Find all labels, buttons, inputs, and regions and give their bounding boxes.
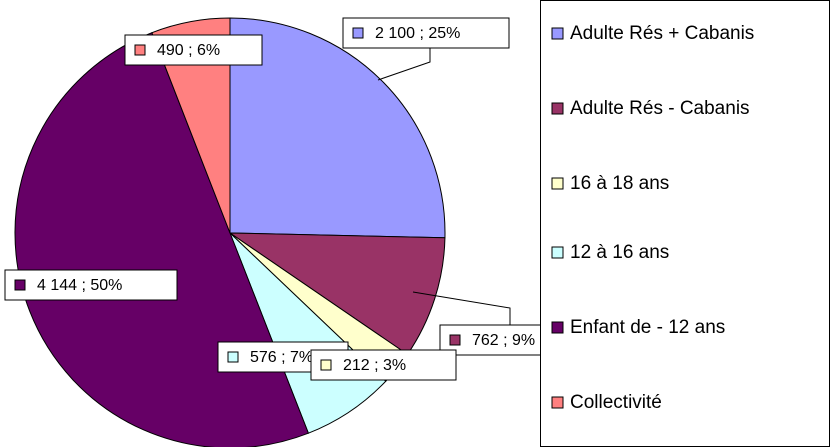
label-swatch — [449, 334, 461, 346]
legend-label: Collectivité — [570, 392, 662, 413]
label-box — [342, 17, 510, 49]
legend-swatch — [551, 321, 564, 334]
label-box — [310, 349, 457, 381]
data-label: 762 ; 9% — [472, 332, 535, 349]
legend-label: Adulte Rés - Cabanis — [570, 98, 750, 119]
leader-line — [377, 48, 431, 81]
label-swatch — [352, 27, 364, 39]
legend-swatch — [551, 177, 564, 190]
legend-box — [540, 0, 830, 447]
legend-swatch — [551, 102, 564, 115]
label-swatch — [320, 359, 332, 371]
legend-swatch — [551, 396, 564, 409]
label-swatch — [227, 351, 239, 363]
pie-slice — [151, 17, 231, 234]
data-label: 212 ; 3% — [343, 357, 406, 374]
data-label: 2 100 ; 25% — [375, 25, 460, 42]
label-box — [124, 34, 263, 66]
legend-label: 12 à 16 ans — [570, 242, 669, 263]
leader-line — [412, 291, 511, 325]
data-label: 576 ; 7% — [250, 349, 313, 366]
legend-label: 16 à 18 ans — [570, 173, 669, 194]
label-swatch — [134, 44, 146, 56]
pie-slice — [229, 17, 446, 239]
label-box — [4, 269, 178, 301]
data-label: 4 144 ; 50% — [37, 277, 122, 294]
legend-label: Adulte Rés + Cabanis — [570, 23, 754, 44]
label-swatch — [14, 279, 26, 291]
legend-label: Enfant de - 12 ans — [570, 317, 725, 338]
legend-swatch — [551, 246, 564, 259]
data-label: 490 ; 6% — [157, 42, 220, 59]
legend-swatch — [551, 27, 564, 40]
